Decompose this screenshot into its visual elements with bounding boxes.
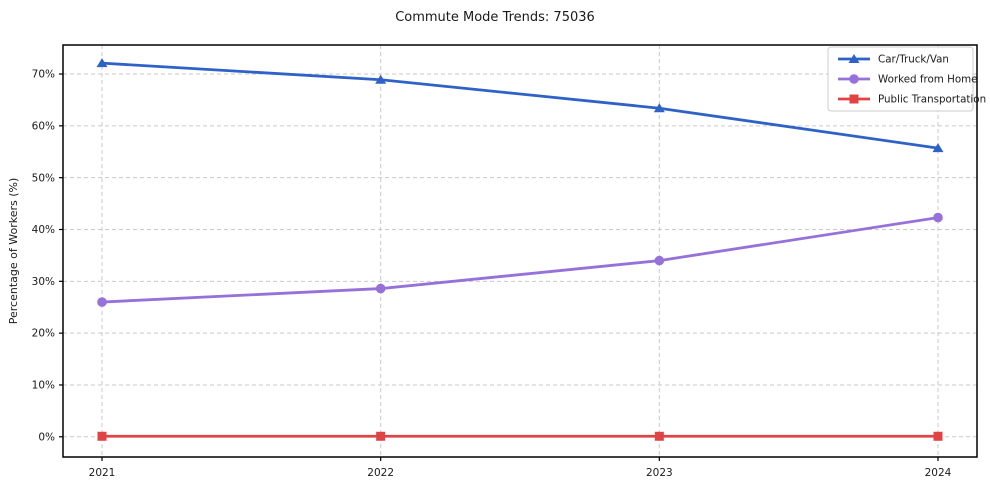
legend-item-worked-from-home: Worked from Home (838, 74, 978, 86)
legend-marker-square (849, 94, 859, 104)
y-tick-label: 70% (32, 69, 55, 81)
marker-worked-from-home (97, 297, 107, 307)
marker-worked-from-home (933, 212, 943, 223)
y-tick-label: 10% (32, 380, 55, 392)
x-tick-label: 2022 (367, 467, 394, 479)
series-line-car-truck-van (100, 61, 940, 150)
plot-border (62, 44, 978, 458)
marker-car-truck-van (932, 143, 944, 153)
legend-box (827, 46, 974, 112)
series-car-truck-van (96, 58, 944, 153)
axes-layer: 0% 10% 20% 30% 40% 50% 60% 70% 2021 2022 2023 2024 (32, 44, 978, 479)
legend-marker-circle (849, 74, 859, 84)
y-tick-label: 40% (32, 224, 55, 236)
legend-label: Car/Truck/Van (878, 54, 949, 66)
x-tick-label: 2023 (646, 467, 673, 479)
y-tick-label: 20% (32, 328, 55, 340)
marker-public-transportation (376, 431, 386, 441)
series-line-worked-from-home (100, 216, 940, 304)
y-tick-label: 60% (32, 120, 55, 132)
legend-label: Public Transportation (878, 94, 986, 106)
y-axis-label: Percentage of Workers (%) (7, 178, 20, 325)
chart-title: Commute Mode Trends: 75036 (395, 10, 595, 25)
legend-label: Worked from Home (878, 74, 978, 86)
y-tick-label: 50% (32, 172, 55, 184)
marker-car-truck-van (375, 74, 387, 84)
legend-item-car-truck-van: Car/Truck/Van (838, 54, 949, 66)
y-tick-label: 30% (32, 276, 55, 288)
marker-car-truck-van (96, 58, 108, 68)
legend-marker-triangle (848, 54, 860, 63)
marker-car-truck-van (653, 103, 665, 113)
marker-worked-from-home (654, 255, 665, 266)
marker-worked-from-home (375, 283, 386, 294)
series-public-transportation (97, 431, 943, 441)
legend-item-public-transportation: Public Transportation (838, 94, 986, 106)
y-tick-label: 0% (38, 431, 55, 443)
x-tick-label: 2024 (925, 467, 952, 479)
legend: Car/Truck/Van Worked from Home Public Tran… (827, 46, 986, 112)
x-tick-label: 2021 (89, 467, 116, 479)
series-worked-from-home (97, 212, 943, 307)
series-layer (96, 58, 944, 441)
marker-public-transportation (654, 431, 664, 441)
marker-public-transportation (97, 431, 107, 441)
marker-public-transportation (933, 431, 943, 441)
